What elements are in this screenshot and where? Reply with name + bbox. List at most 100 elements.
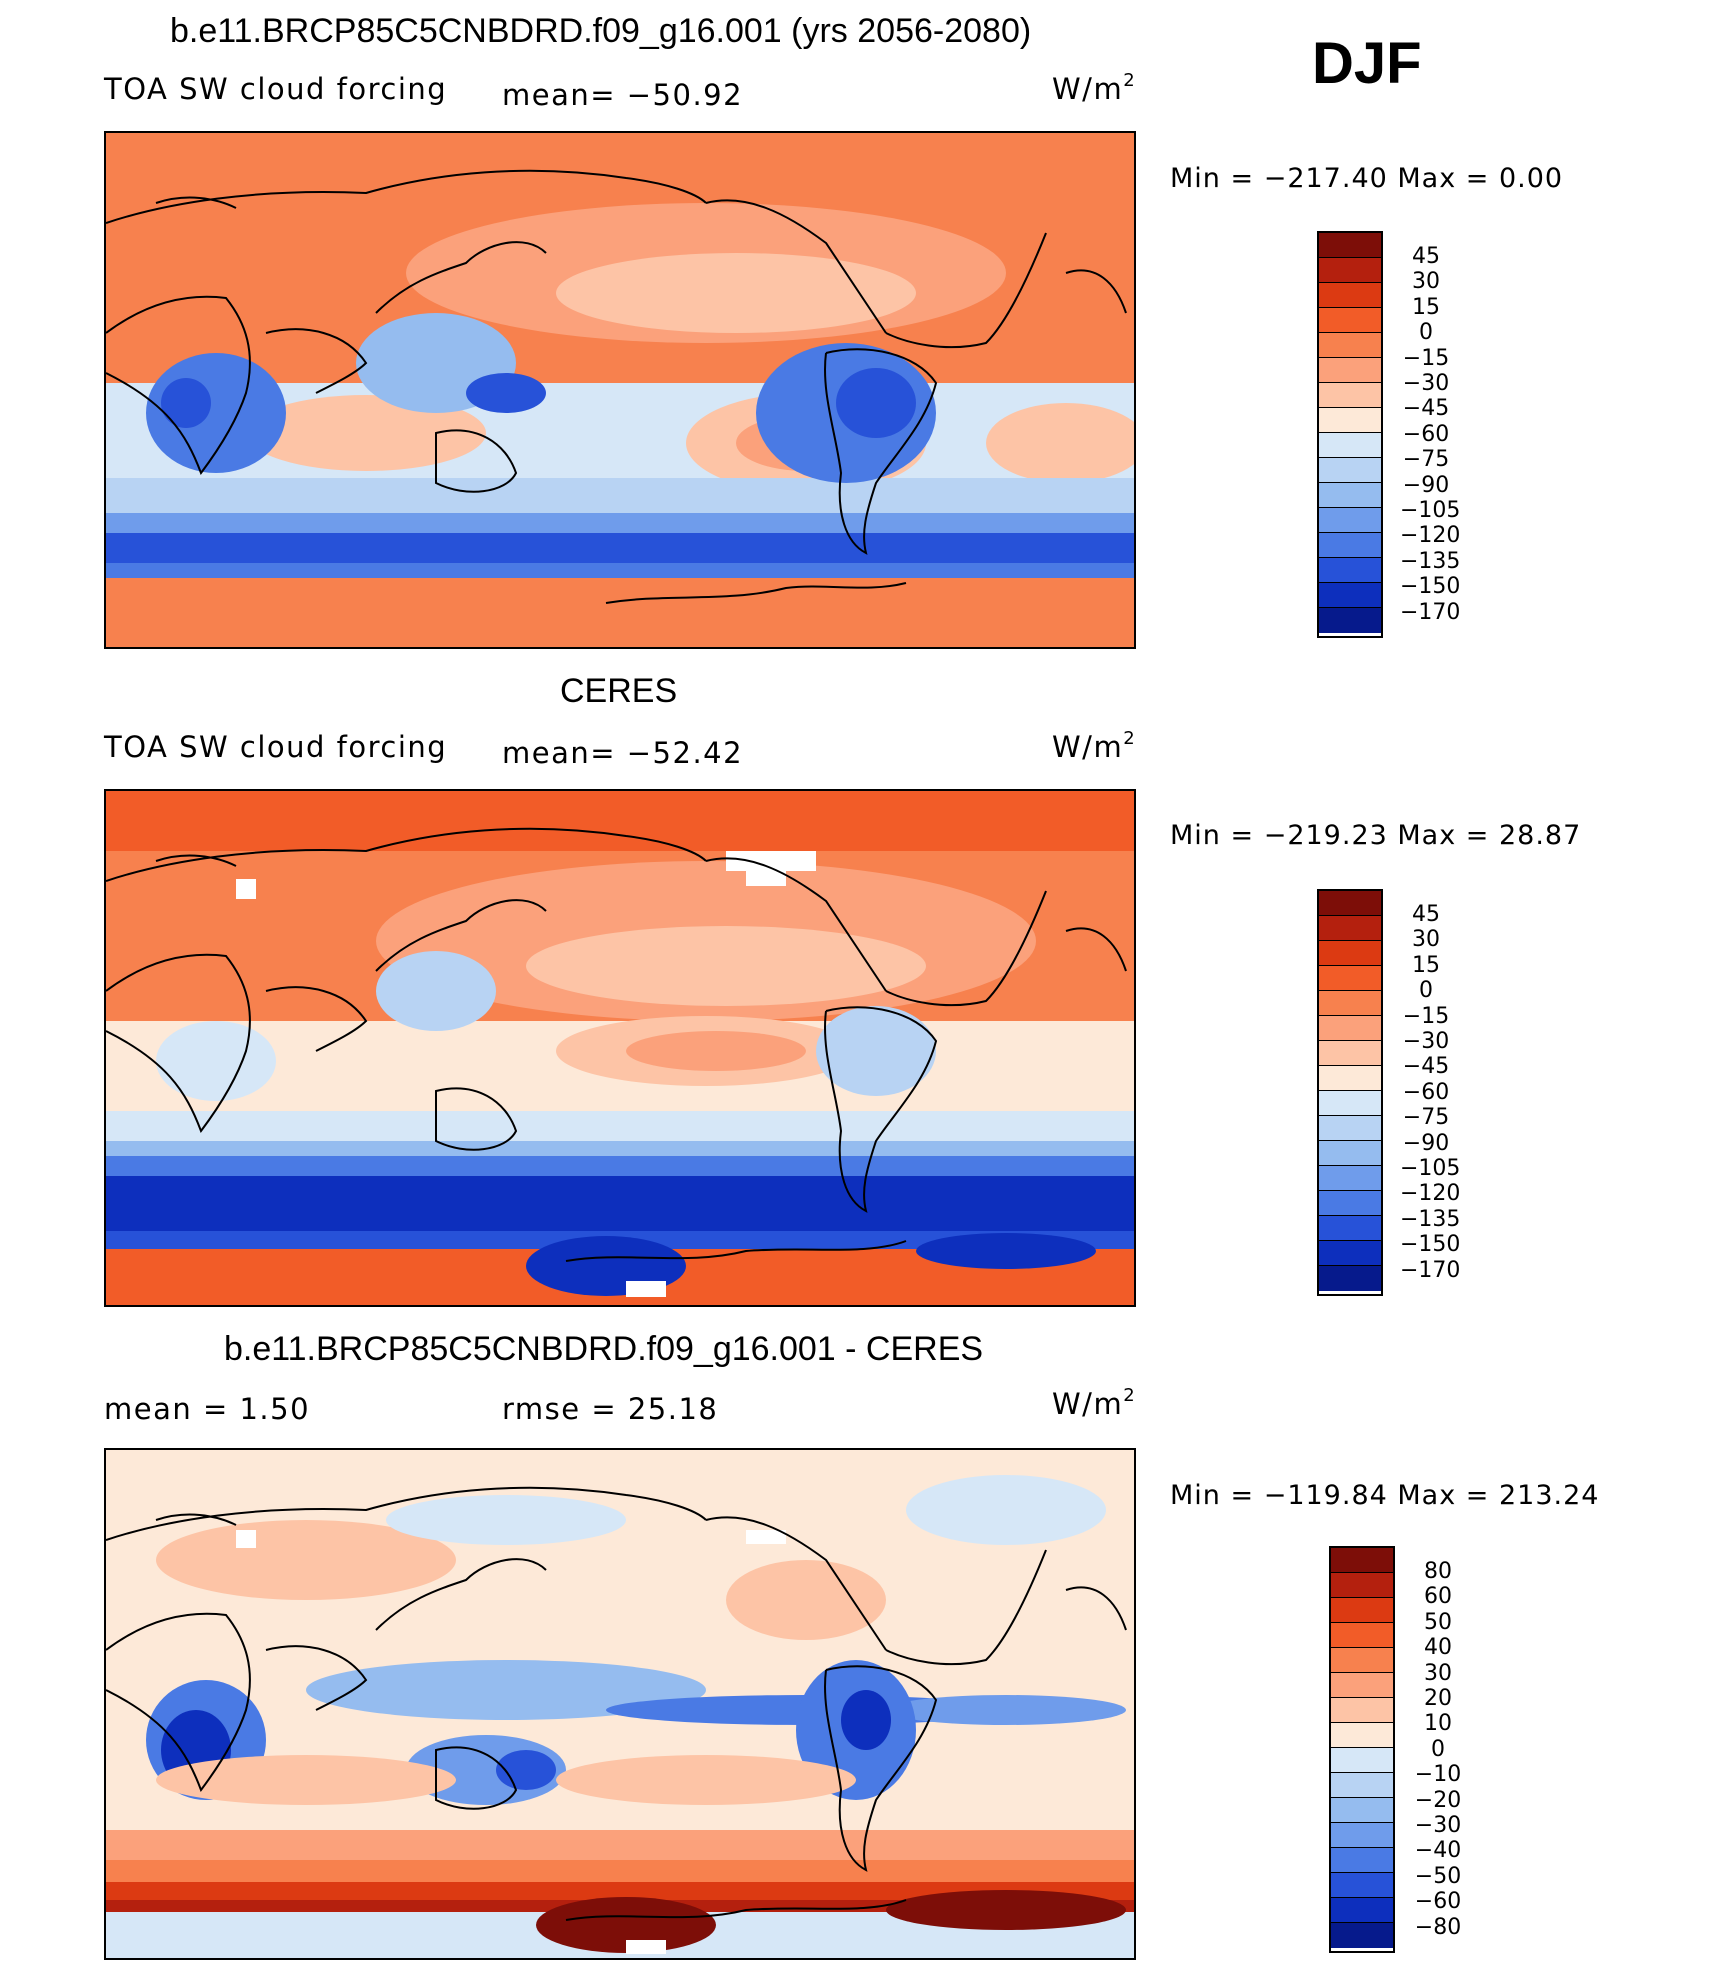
colorbar-box (1319, 966, 1381, 991)
colorbar-box (1319, 258, 1381, 283)
colorbar-label: 20 (1424, 1686, 1452, 1712)
colorbar-label: 45 (1412, 244, 1440, 269)
colorbar-label: −60 (1402, 421, 1450, 447)
colorbar-box (1319, 533, 1381, 558)
colorbar-box (1331, 1848, 1393, 1873)
colorbar-box (1319, 1066, 1381, 1091)
colorbar-label: 60 (1424, 1584, 1452, 1610)
colorbar-box (1319, 558, 1381, 583)
panel2-colorbar-labels: 45 30 15 0 −15 −30 −45 −60 −75 −90 −105 … (1400, 902, 1461, 1283)
colorbar-label: −75 (1402, 1105, 1450, 1131)
panel1-minmax: Min = −217.40 Max = 0.00 (1170, 163, 1564, 194)
panel1-map-field (106, 133, 1134, 647)
colorbar-label: 0 (1419, 320, 1433, 346)
panel2-map (104, 789, 1136, 1307)
colorbar-box (1319, 1091, 1381, 1116)
colorbar-label: 30 (1412, 269, 1440, 295)
colorbar-box (1319, 483, 1381, 508)
colorbar-box (1319, 991, 1381, 1016)
colorbar-label: 30 (1412, 927, 1440, 953)
panel3-map-field (106, 1450, 1134, 1958)
colorbar-box (1319, 1016, 1381, 1041)
panel3-title: b.e11.BRCP85C5CNBDRD.f09_g16.001 - CERES (224, 1330, 984, 1368)
colorbar-label: −150 (1400, 1232, 1461, 1258)
colorbar-label: 40 (1424, 1635, 1452, 1661)
colorbar-box (1331, 1773, 1393, 1798)
colorbar-label: −105 (1400, 1156, 1461, 1182)
colorbar-box (1331, 1898, 1393, 1923)
colorbar-box (1331, 1748, 1393, 1773)
colorbar-label: −40 (1414, 1838, 1462, 1864)
colorbar-box (1319, 1116, 1381, 1141)
colorbar-box (1319, 608, 1381, 633)
colorbar-box (1331, 1573, 1393, 1598)
colorbar-box (1319, 283, 1381, 308)
colorbar-label: −90 (1402, 1130, 1450, 1156)
panel3-mean: mean = 1.50 (104, 1392, 311, 1426)
colorbar-label: 0 (1419, 978, 1433, 1004)
colorbar-label: −120 (1400, 1181, 1461, 1207)
panel1-mean: mean= −50.92 (502, 78, 744, 112)
colorbar-label: −30 (1414, 1813, 1462, 1839)
colorbar-label: −80 (1414, 1914, 1462, 1940)
panel1-colorbar-labels: 45 30 15 0 −15 −30 −45 −60 −75 −90 −105 … (1400, 244, 1461, 625)
colorbar-box (1319, 583, 1381, 608)
colorbar-label: 0 (1431, 1736, 1445, 1762)
colorbar-box (1319, 1241, 1381, 1266)
colorbar-label: −170 (1400, 599, 1461, 625)
colorbar-box (1331, 1698, 1393, 1723)
colorbar-label: −45 (1402, 1054, 1450, 1080)
panel2-minmax: Min = −219.23 Max = 28.87 (1170, 820, 1582, 851)
colorbar-box (1319, 358, 1381, 383)
colorbar-box (1319, 1041, 1381, 1066)
panel1-title: b.e11.BRCP85C5CNBDRD.f09_g16.001 (yrs 20… (170, 12, 1032, 50)
colorbar-label: 30 (1424, 1660, 1452, 1686)
colorbar-box (1331, 1723, 1393, 1748)
colorbar-box (1319, 408, 1381, 433)
colorbar-label: −50 (1414, 1863, 1462, 1889)
panel2-colorbar (1317, 889, 1383, 1296)
colorbar-label: −15 (1402, 1003, 1450, 1029)
colorbar-label: −105 (1400, 498, 1461, 524)
colorbar-label: 50 (1424, 1609, 1452, 1635)
panel3-colorbar (1329, 1546, 1395, 1953)
panel3-units: W/m2 (1052, 1385, 1137, 1421)
colorbar-box (1331, 1623, 1393, 1648)
colorbar-box (1319, 508, 1381, 533)
colorbar-box (1331, 1798, 1393, 1823)
colorbar-label: 15 (1412, 952, 1440, 978)
colorbar-box (1331, 1548, 1393, 1573)
colorbar-box (1331, 1673, 1393, 1698)
colorbar-label: 15 (1412, 294, 1440, 320)
colorbar-label: −90 (1402, 472, 1450, 498)
panel2-map-field (106, 791, 1134, 1305)
colorbar-label: −75 (1402, 447, 1450, 473)
panel2-mean: mean= −52.42 (502, 736, 744, 770)
panel1-map (104, 131, 1136, 649)
colorbar-label: −150 (1400, 574, 1461, 600)
colorbar-box (1319, 233, 1381, 258)
colorbar-box (1319, 333, 1381, 358)
colorbar-box (1331, 1823, 1393, 1848)
panel1-units: W/m2 (1052, 70, 1137, 106)
colorbar-box (1319, 383, 1381, 408)
panel3-colorbar-labels: 80 60 50 40 30 20 10 0 −10 −20 −30 −40 −… (1412, 1559, 1464, 1940)
colorbar-label: −170 (1400, 1257, 1461, 1283)
colorbar-box (1331, 1923, 1393, 1948)
colorbar-label: −45 (1402, 396, 1450, 422)
colorbar-box (1319, 1216, 1381, 1241)
colorbar-box (1331, 1873, 1393, 1898)
panel1-colorbar (1317, 231, 1383, 638)
colorbar-box (1319, 1266, 1381, 1291)
panel2-units: W/m2 (1052, 728, 1137, 764)
colorbar-box (1331, 1598, 1393, 1623)
colorbar-label: −30 (1402, 1029, 1450, 1055)
colorbar-box (1319, 433, 1381, 458)
colorbar-box (1319, 1166, 1381, 1191)
colorbar-label: −60 (1414, 1889, 1462, 1915)
panel1-variable: TOA SW cloud forcing (104, 72, 448, 106)
colorbar-label: −60 (1402, 1079, 1450, 1105)
colorbar-label: −15 (1402, 345, 1450, 371)
colorbar-box (1319, 916, 1381, 941)
colorbar-box (1319, 1191, 1381, 1216)
